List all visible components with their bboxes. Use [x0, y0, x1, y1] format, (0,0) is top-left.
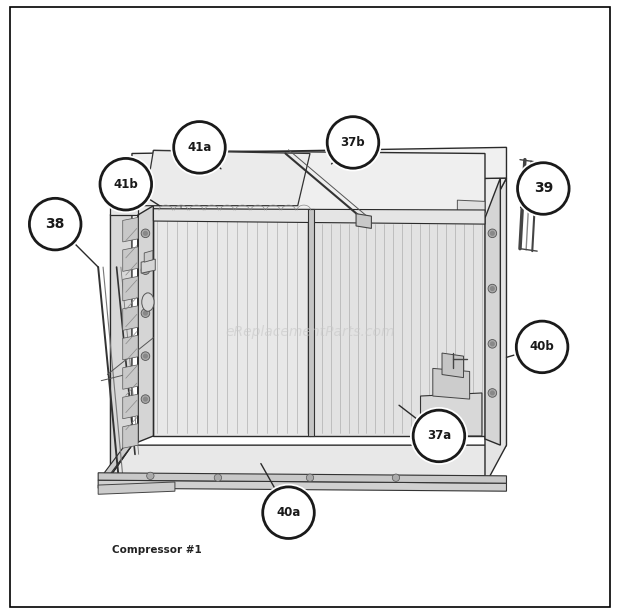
Circle shape [174, 122, 225, 173]
Polygon shape [420, 393, 482, 436]
Text: 40a: 40a [277, 506, 301, 519]
Circle shape [141, 266, 150, 274]
Circle shape [410, 408, 467, 464]
Circle shape [392, 474, 400, 481]
Polygon shape [110, 184, 132, 476]
Circle shape [171, 119, 228, 176]
Circle shape [488, 284, 497, 293]
Circle shape [516, 321, 568, 373]
Polygon shape [458, 200, 485, 213]
Polygon shape [110, 184, 138, 215]
Text: 39: 39 [534, 182, 553, 195]
Circle shape [100, 158, 151, 210]
Polygon shape [123, 306, 138, 330]
Polygon shape [138, 206, 153, 442]
Circle shape [306, 474, 314, 481]
Text: 37a: 37a [427, 429, 451, 443]
Polygon shape [104, 436, 132, 482]
Circle shape [514, 319, 570, 375]
Circle shape [141, 309, 150, 317]
Circle shape [488, 229, 497, 238]
Circle shape [488, 389, 497, 397]
Polygon shape [485, 178, 500, 445]
Text: 38: 38 [45, 217, 65, 231]
Text: Compressor #1: Compressor #1 [112, 545, 202, 554]
Polygon shape [356, 214, 371, 228]
Text: 41a: 41a [187, 141, 211, 154]
Circle shape [490, 231, 494, 235]
Circle shape [144, 311, 148, 315]
Polygon shape [153, 195, 181, 210]
Polygon shape [144, 251, 153, 262]
Text: 41b: 41b [113, 177, 138, 191]
Polygon shape [110, 476, 485, 485]
Circle shape [97, 156, 154, 212]
Circle shape [147, 472, 154, 480]
Polygon shape [153, 209, 485, 224]
Circle shape [141, 229, 150, 238]
Polygon shape [485, 178, 507, 485]
Circle shape [141, 352, 150, 360]
Polygon shape [123, 217, 138, 242]
Ellipse shape [142, 293, 154, 311]
Circle shape [141, 395, 150, 403]
Circle shape [144, 231, 148, 235]
Circle shape [413, 410, 465, 462]
Polygon shape [110, 445, 507, 476]
Circle shape [260, 484, 317, 541]
Circle shape [29, 198, 81, 250]
Circle shape [263, 487, 314, 538]
Polygon shape [308, 209, 314, 436]
Polygon shape [123, 276, 138, 301]
Circle shape [490, 391, 494, 395]
Circle shape [490, 287, 494, 290]
Circle shape [144, 397, 148, 401]
Text: 40b: 40b [529, 340, 554, 354]
Polygon shape [144, 150, 310, 206]
Polygon shape [98, 480, 507, 491]
Polygon shape [132, 147, 507, 184]
Polygon shape [153, 209, 310, 436]
Circle shape [327, 117, 379, 168]
Circle shape [27, 196, 84, 252]
Polygon shape [123, 247, 138, 271]
Polygon shape [433, 368, 469, 399]
Text: 37b: 37b [340, 136, 365, 149]
Circle shape [215, 474, 221, 481]
Polygon shape [110, 178, 507, 218]
Circle shape [515, 160, 572, 217]
Polygon shape [310, 221, 485, 436]
Circle shape [490, 342, 494, 346]
Polygon shape [123, 365, 138, 389]
Circle shape [144, 354, 148, 358]
Polygon shape [123, 335, 138, 360]
Polygon shape [442, 353, 464, 378]
Circle shape [144, 268, 148, 272]
Polygon shape [98, 473, 507, 483]
Polygon shape [123, 394, 138, 419]
Polygon shape [98, 482, 175, 494]
Circle shape [518, 163, 569, 214]
Polygon shape [153, 150, 485, 212]
Polygon shape [141, 259, 155, 273]
Text: eReplacementParts.com: eReplacementParts.com [225, 325, 395, 338]
Polygon shape [123, 424, 138, 448]
Circle shape [325, 114, 381, 171]
Circle shape [488, 340, 497, 348]
